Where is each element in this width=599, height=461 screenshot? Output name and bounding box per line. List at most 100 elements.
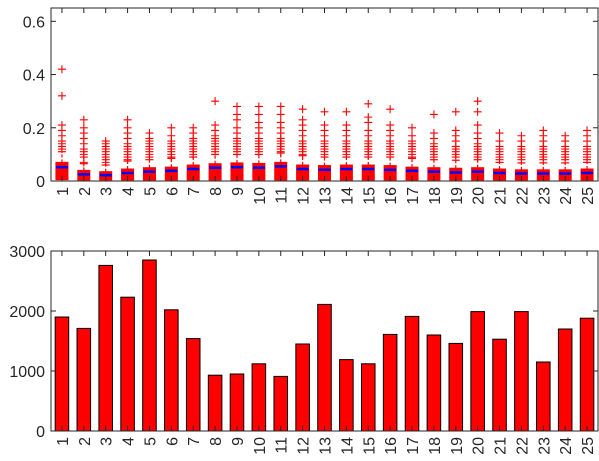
bottom-x-tick-label: 2 [77, 437, 94, 446]
bottom-x-tick-label: 8 [208, 437, 225, 446]
bar-24 [557, 328, 573, 432]
bar-16 [382, 333, 398, 432]
bottom-x-tick-label: 6 [164, 437, 181, 446]
top-x-tick-label: 6 [164, 187, 181, 196]
bottom-x-tick-label: 24 [558, 437, 575, 455]
box-outlier [276, 110, 285, 119]
bottom-x-tick-label: 12 [296, 437, 313, 455]
bottom-y-tick-label: 3000 [9, 244, 45, 261]
box-outlier [79, 123, 88, 132]
box-outlier [473, 97, 482, 106]
box-item [164, 123, 178, 181]
bar-23 [536, 361, 551, 432]
box-item [296, 105, 310, 181]
bar-10 [251, 363, 267, 432]
box-item [514, 131, 528, 181]
top-x-tick-label: 15 [361, 187, 378, 205]
top-x-tick-label: 7 [186, 187, 203, 196]
bar-18 [426, 334, 442, 432]
box-item [121, 115, 135, 181]
box-outlier [57, 91, 66, 100]
box-outlier [123, 115, 132, 124]
top-x-tick-label: 10 [252, 187, 269, 205]
box-outlier [364, 126, 373, 135]
top-x-tick-label: 13 [318, 187, 335, 205]
box-outlier [232, 123, 241, 132]
bottom-x-tick-label: 1 [55, 437, 72, 446]
top-y-tick-label: 0 [36, 174, 45, 191]
bar-9 [229, 373, 245, 432]
box-outlier [429, 110, 438, 119]
bottom-x-tick-label: 25 [580, 437, 597, 455]
box-outlier [320, 107, 329, 116]
box-item [55, 65, 69, 181]
box-outlier [473, 107, 482, 116]
box-outlier [364, 113, 373, 122]
bar-3 [98, 264, 113, 432]
bottom-x-tick-label: 19 [449, 437, 466, 455]
box-item [361, 99, 375, 181]
bar-25 [579, 317, 595, 432]
box-item [142, 129, 156, 181]
bar-11 [273, 375, 289, 432]
box-outlier [167, 131, 176, 140]
box-outlier [473, 129, 482, 138]
bar-1 [54, 316, 70, 432]
bar-2 [76, 327, 92, 432]
box-outlier [386, 105, 395, 114]
boxplot-panel: 00.20.40.61 2 3 4 5 6 7 8 9 10 11 12 13 14 15 16 17 18 19 2… [23, 7, 599, 205]
bar-22 [514, 311, 529, 432]
box-outlier [364, 99, 373, 108]
top-x-tick-label: 14 [339, 187, 356, 205]
bottom-x-tick-label: 21 [493, 437, 510, 455]
top-x-tick-label: 21 [493, 187, 510, 205]
box-outlier [79, 115, 88, 124]
box-outlier [298, 115, 307, 124]
top-x-tick-label: 18 [427, 187, 444, 205]
box-outlier [254, 110, 263, 119]
bar-12 [295, 343, 310, 432]
top-y-tick-label: 0.4 [23, 68, 45, 85]
box-item [252, 102, 266, 181]
box-outlier [57, 65, 66, 74]
bottom-x-tick-label: 11 [274, 437, 291, 454]
top-x-tick-label: 22 [514, 187, 531, 205]
box-outlier [408, 123, 417, 132]
top-y-tick-label: 0.2 [23, 121, 45, 138]
box-outlier [123, 123, 132, 132]
box-outlier [232, 102, 241, 111]
bottom-x-tick-label: 4 [121, 437, 138, 446]
top-x-tick-label: 8 [208, 187, 225, 196]
top-x-tick-label: 20 [471, 187, 488, 205]
bottom-x-tick-label: 17 [405, 437, 422, 455]
box-outlier [189, 123, 198, 132]
top-x-tick-label: 12 [296, 187, 313, 205]
bottom-x-tick-label: 14 [339, 437, 356, 455]
bar-6 [164, 309, 179, 432]
bottom-x-tick-label: 3 [99, 437, 116, 446]
box-outlier [495, 129, 504, 138]
bottom-x-tick-label: 13 [318, 437, 335, 455]
bottom-x-tick-label: 16 [383, 437, 400, 455]
box-item [449, 107, 463, 181]
top-x-tick-label: 11 [274, 187, 291, 204]
top-x-tick-label: 2 [77, 187, 94, 196]
box-outlier [451, 107, 460, 116]
box-outlier [451, 126, 460, 135]
top-x-tick-label: 16 [383, 187, 400, 205]
top-x-tick-label: 24 [558, 187, 575, 205]
bottom-x-tick-label: 15 [361, 437, 378, 455]
box-item [471, 97, 485, 181]
box-item [558, 131, 572, 181]
box-item [493, 129, 507, 181]
box-outlier [298, 105, 307, 114]
bottom-x-tick-label: 9 [230, 437, 247, 446]
top-x-tick-label: 1 [55, 187, 72, 196]
box-outlier [583, 126, 592, 135]
box-outlier [342, 121, 351, 130]
box-outlier [429, 129, 438, 138]
box-item [99, 137, 113, 181]
box-outlier [57, 121, 66, 130]
